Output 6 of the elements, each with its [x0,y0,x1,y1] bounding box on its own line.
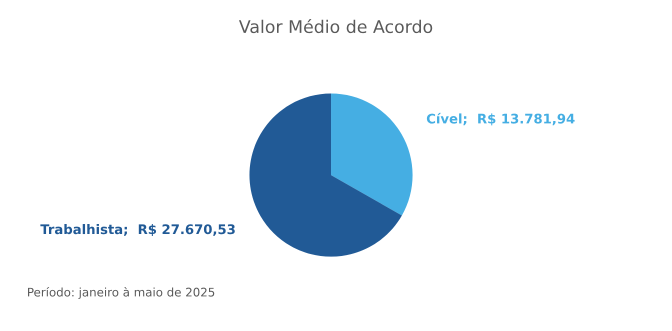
pie-slice [249,94,402,257]
slice-label: Trabalhista; R$ 27.670,53 [40,224,235,236]
text: Período: janeiro à maio de 2025 [28,286,214,299]
slice-label: Cível; R$ 13.781,94 [426,112,575,126]
pie-slice [331,94,413,216]
chart-title: Valor Médio de Acordo [238,19,432,34]
